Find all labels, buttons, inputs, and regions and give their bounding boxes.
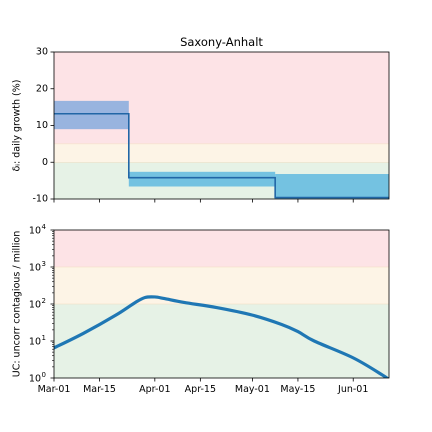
contagious-zone-red xyxy=(54,230,389,267)
growth-y-tick-label: -10 xyxy=(32,194,48,205)
x-tick-label: Mar-01 xyxy=(38,384,71,395)
growth-panel: -10 0 10 20 30 Saxony-Anhalt δᵢ: daily growt… xyxy=(12,35,390,205)
contagious-y-tick-exponent: 1 xyxy=(42,334,46,342)
contagious-y-tick-label: 10 xyxy=(29,374,41,385)
growth-y-tick-label: 30 xyxy=(36,47,48,58)
contagious-y-tick-exponent: 2 xyxy=(42,297,46,305)
x-tick-label: Apr-01 xyxy=(139,384,170,395)
contagious-y-tick-label: 10 xyxy=(29,226,41,237)
growth-step-line xyxy=(54,112,389,199)
contagious-zone-yellow xyxy=(54,267,389,304)
x-tick-label: Apr-15 xyxy=(185,384,216,395)
x-tick-label: May-01 xyxy=(235,384,270,395)
contagious-y-tick-label: 10 xyxy=(29,300,41,311)
x-tick-label: May-15 xyxy=(280,384,315,395)
contagious-zone-green xyxy=(54,304,389,378)
x-tick-label: Mar-15 xyxy=(83,384,116,395)
growth-y-tick-label: 10 xyxy=(36,120,48,131)
x-tick-label: Jun-01 xyxy=(337,384,368,395)
growth-band-segment-2 xyxy=(128,171,276,187)
growth-band-segment-3 xyxy=(275,174,389,199)
contagious-y-tick-exponent: 4 xyxy=(42,223,47,231)
growth-y-tick-label: 0 xyxy=(42,157,48,168)
growth-y-axis-label: δᵢ: daily growth (%) xyxy=(12,79,23,171)
growth-zone-yellow xyxy=(54,143,389,163)
growth-band-segment-1 xyxy=(54,100,129,130)
contagious-line xyxy=(54,295,389,378)
contagious-y-tick-label: 10 xyxy=(29,337,41,348)
contagious-y-tick-exponent: 3 xyxy=(42,260,46,268)
chart-title: Saxony-Anhalt xyxy=(180,35,263,49)
growth-zone-red xyxy=(54,52,389,144)
growth-y-tick-label: 20 xyxy=(36,83,48,94)
contagious-y-axis-label: UC: uncorr contagious / million xyxy=(12,231,23,378)
contagious-y-tick-label: 10 xyxy=(29,263,41,274)
contagious-y-tick-exponent: 0 xyxy=(42,371,46,379)
